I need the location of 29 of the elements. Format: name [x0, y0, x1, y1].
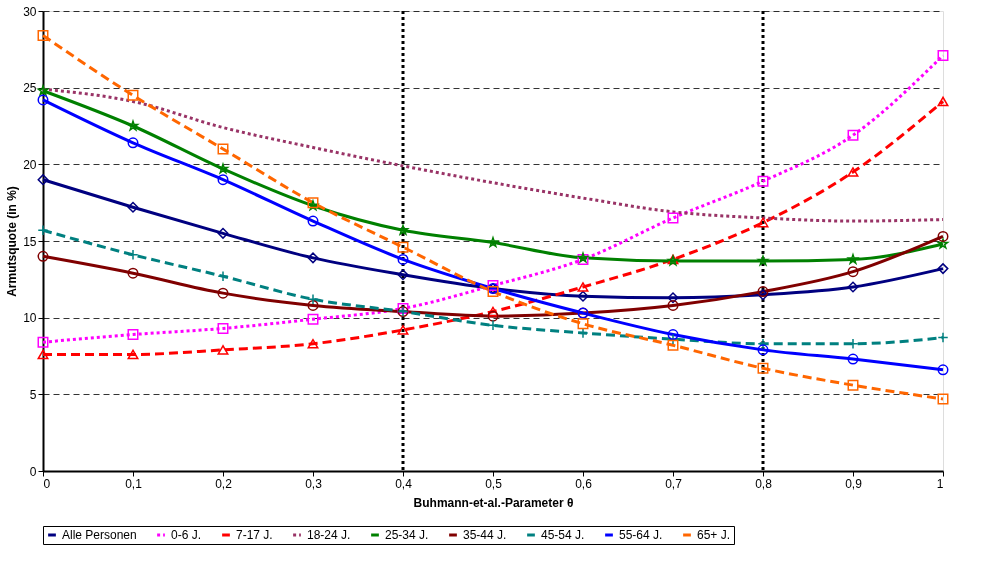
y-tick-label: 0 — [29, 464, 37, 479]
y-tick-label: 20 — [23, 157, 37, 172]
x-tick-label: 0,7 — [665, 476, 683, 491]
x-tick-label: 0,2 — [215, 476, 233, 491]
legend-label: 18-24 J. — [307, 528, 351, 542]
legend-label: 7-17 J. — [236, 528, 273, 542]
legend-label: Alle Personen — [62, 528, 137, 542]
legend-label: 55-64 J. — [619, 528, 663, 542]
x-tick-label: 0,1 — [125, 476, 143, 491]
y-axis-title: Armutsquote (in %) — [5, 186, 20, 297]
legend-label: 0-6 J. — [171, 528, 202, 542]
x-tick-label: 0 — [43, 476, 51, 491]
y-tick-label: 25 — [23, 81, 37, 96]
x-tick-label: 0,3 — [305, 476, 323, 491]
legend-label: 25-34 J. — [385, 528, 429, 542]
legend-label: 65+ J. — [697, 528, 731, 542]
x-tick-label: 0,8 — [755, 476, 773, 491]
x-tick-label: 0,5 — [485, 476, 503, 491]
legend-label: 45-54 J. — [541, 528, 585, 542]
x-tick-label: 0,4 — [395, 476, 413, 491]
y-tick-label: 10 — [23, 311, 37, 326]
y-tick-label: 5 — [29, 387, 37, 402]
x-tick-label: 0,6 — [575, 476, 593, 491]
x-axis-title: Buhmann-et-al.-Parameter θ — [413, 495, 574, 510]
y-tick-label: 15 — [23, 234, 37, 249]
legend-label: 35-44 J. — [463, 528, 507, 542]
x-tick-label: 1 — [936, 476, 944, 491]
x-tick-label: 0,9 — [845, 476, 863, 491]
y-tick-label: 30 — [23, 4, 37, 19]
